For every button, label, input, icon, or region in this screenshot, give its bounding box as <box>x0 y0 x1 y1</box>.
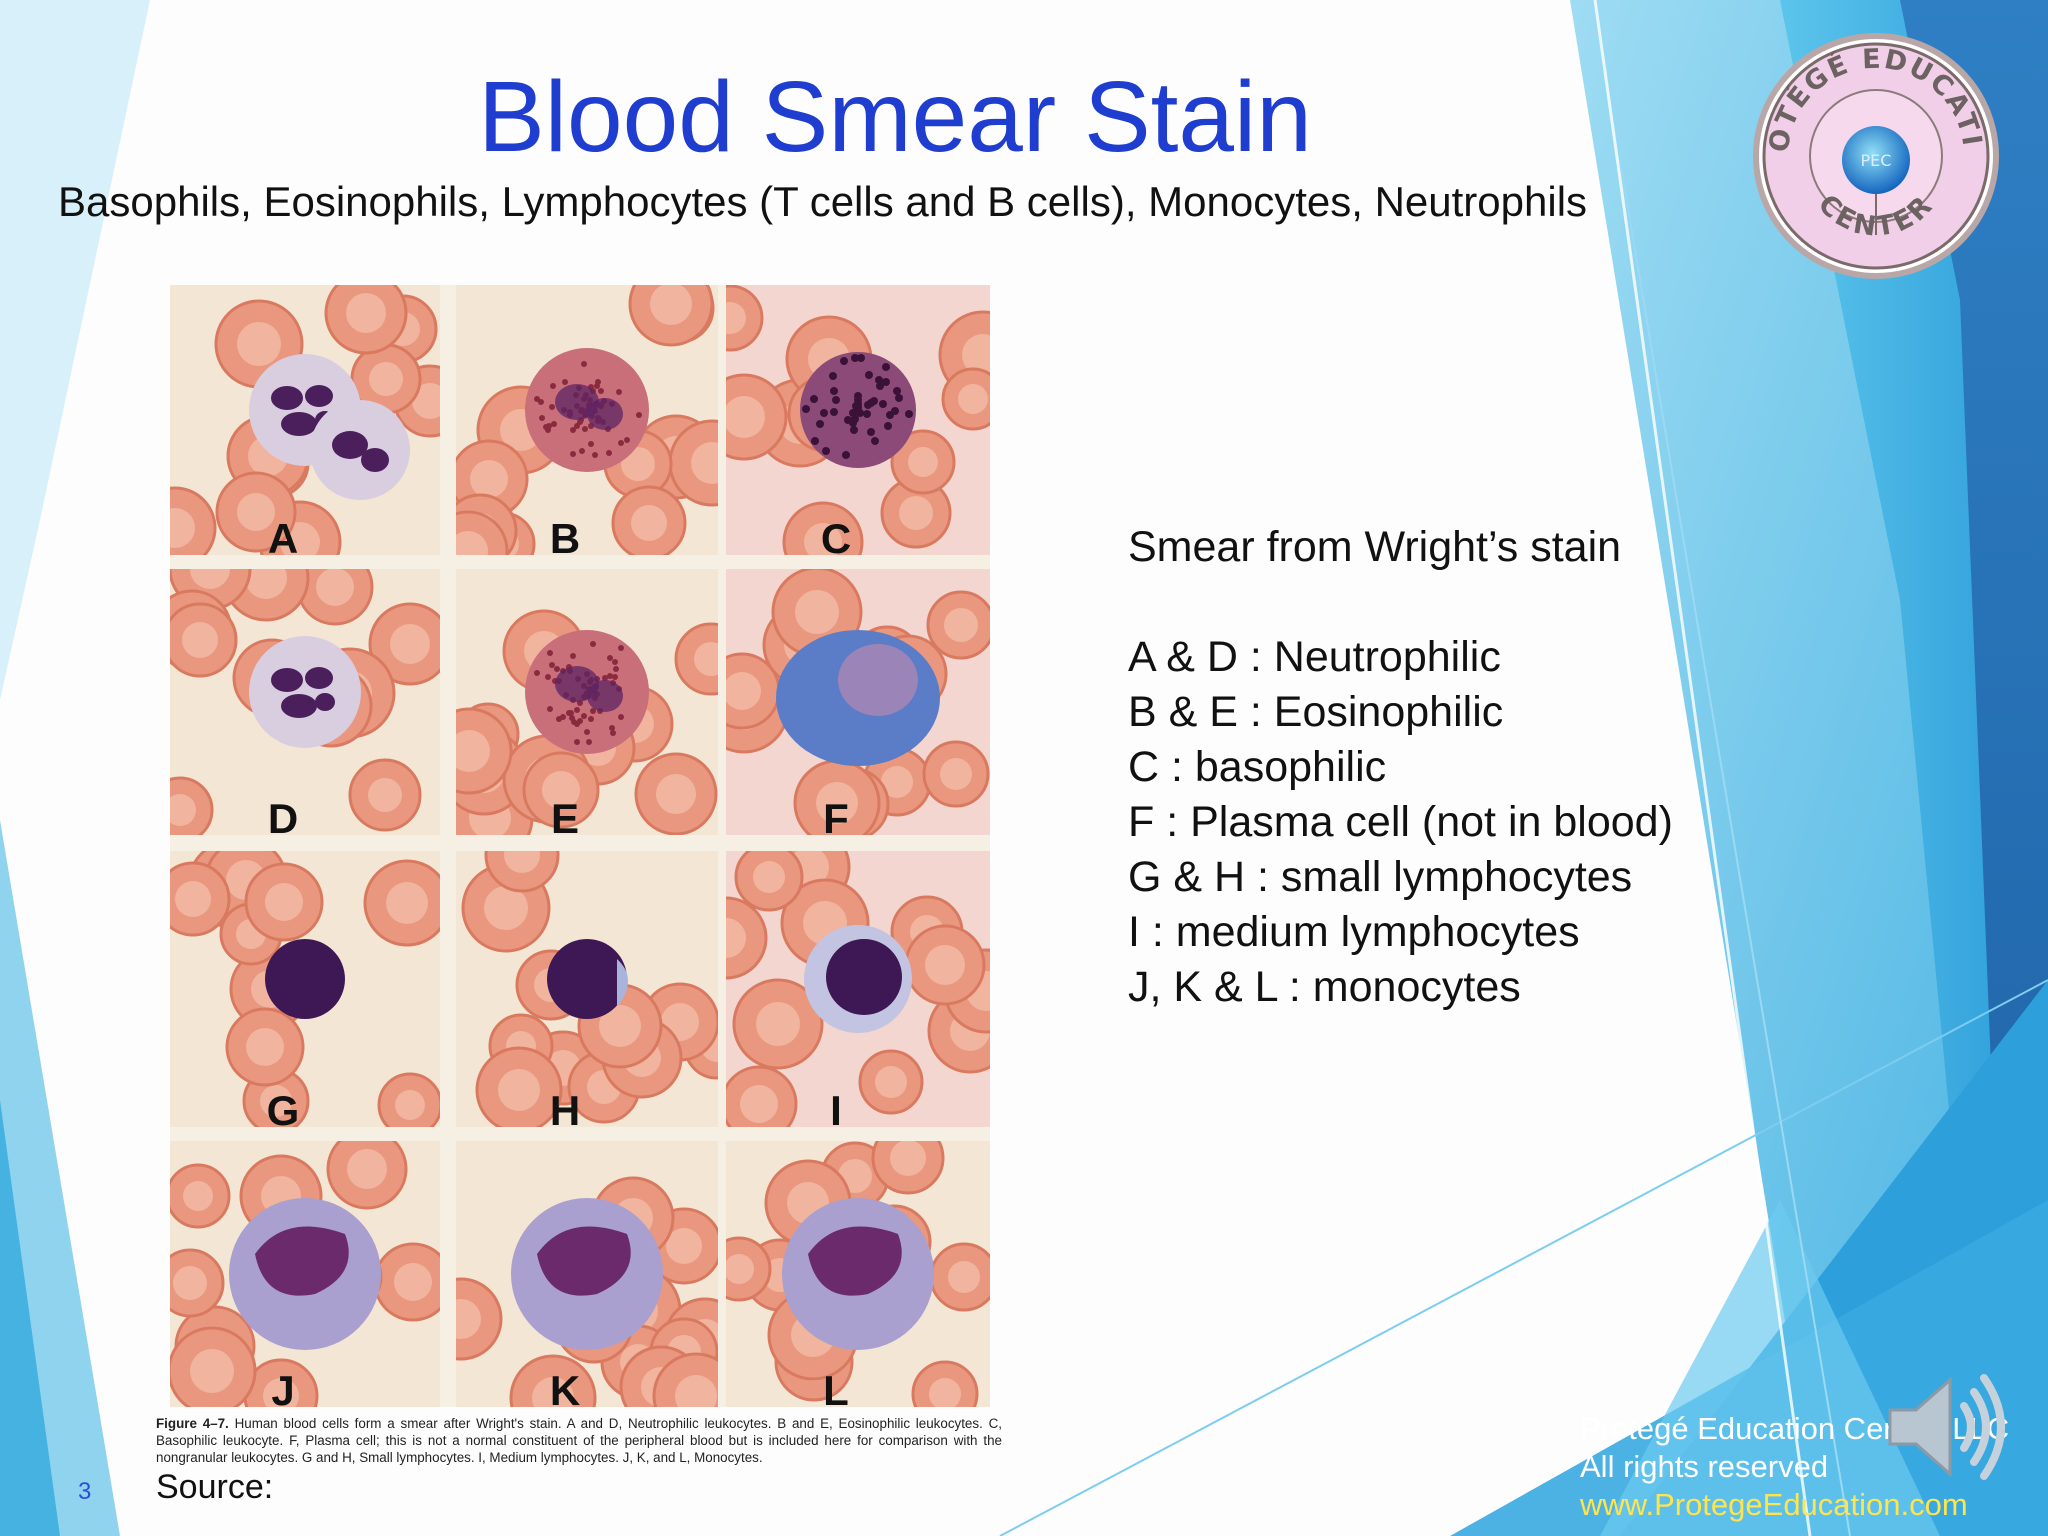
legend-item: A & D : Neutrophilic <box>1128 633 1501 681</box>
page-number: 3 <box>78 1478 92 1505</box>
legend-text: Smear from Wright’s stain A & D : Neutro… <box>1128 520 1673 1015</box>
legend-item: G & H : small lymphocytes <box>1128 853 1633 901</box>
blood-smear-figure: A B C D E F G H I J K L <box>170 285 990 1414</box>
smear-panel <box>456 851 718 1127</box>
smear-image <box>726 285 990 555</box>
panel-letter: K <box>549 1367 581 1414</box>
legend-item: J, K & L : monocytes <box>1128 963 1521 1011</box>
smear-panel <box>170 851 440 1127</box>
footer-rights: All rights reserved <box>1580 1449 1829 1484</box>
panel-letter: E <box>550 795 579 842</box>
panel-letter: H <box>549 1087 581 1134</box>
panel-letter: A <box>267 515 299 562</box>
source-label: Source: <box>156 1468 274 1506</box>
smear-image <box>456 285 718 555</box>
slide-subtitle: Basophils, Eosinophils, Lymphocytes (T c… <box>58 178 1588 225</box>
smear-panel <box>726 285 990 555</box>
panel-letter: D <box>267 795 299 842</box>
pec-logo: PROTÉGÉ EDUCATION CENTER PEC <box>1750 30 1999 279</box>
legend-item: F : Plasma cell (not in blood) <box>1128 798 1673 846</box>
figure-caption-label: Figure 4–7. <box>156 1416 229 1431</box>
smear-image <box>170 285 440 555</box>
smear-panel <box>456 569 718 835</box>
smear-panel <box>456 1141 718 1407</box>
smear-image <box>170 1141 440 1407</box>
legend-heading: Smear from Wright’s stain <box>1128 523 1622 571</box>
panel-letter: I <box>830 1087 842 1134</box>
figure-caption-text: Human blood cells form a smear after Wri… <box>156 1416 1002 1465</box>
smear-image <box>456 851 718 1127</box>
logo-center-text: PEC <box>1861 151 1892 170</box>
smear-image <box>456 1141 718 1407</box>
panel-letter: C <box>820 515 852 562</box>
figure-caption: Figure 4–7. Human blood cells form a sme… <box>156 1415 1002 1466</box>
panel-letter: B <box>549 515 581 562</box>
smear-image <box>726 1141 990 1407</box>
footer-url[interactable]: www.ProtegeEducation.com <box>1580 1487 1968 1522</box>
smear-image <box>170 851 440 1127</box>
panel-letter: L <box>823 1367 849 1414</box>
smear-panel <box>726 569 990 835</box>
speaker-icon[interactable] <box>1880 1362 2010 1492</box>
smear-image <box>726 569 990 835</box>
smear-panel <box>170 1141 440 1407</box>
legend-item: B & E : Eosinophilic <box>1128 688 1504 736</box>
panel-letter: J <box>271 1367 295 1414</box>
smear-panel <box>726 851 990 1127</box>
smear-image <box>726 851 990 1127</box>
legend-item: I : medium lymphocytes <box>1128 908 1580 956</box>
smear-panel <box>170 569 440 835</box>
smear-panel <box>726 1141 990 1407</box>
smear-panel <box>170 285 440 555</box>
panel-letter: G <box>266 1087 300 1134</box>
legend-item: C : basophilic <box>1128 743 1387 791</box>
smear-image <box>170 569 440 835</box>
slide-title: Blood Smear Stain <box>478 61 1312 173</box>
smear-image <box>456 569 718 835</box>
smear-panel <box>456 285 718 555</box>
panel-letter: F <box>823 795 849 842</box>
